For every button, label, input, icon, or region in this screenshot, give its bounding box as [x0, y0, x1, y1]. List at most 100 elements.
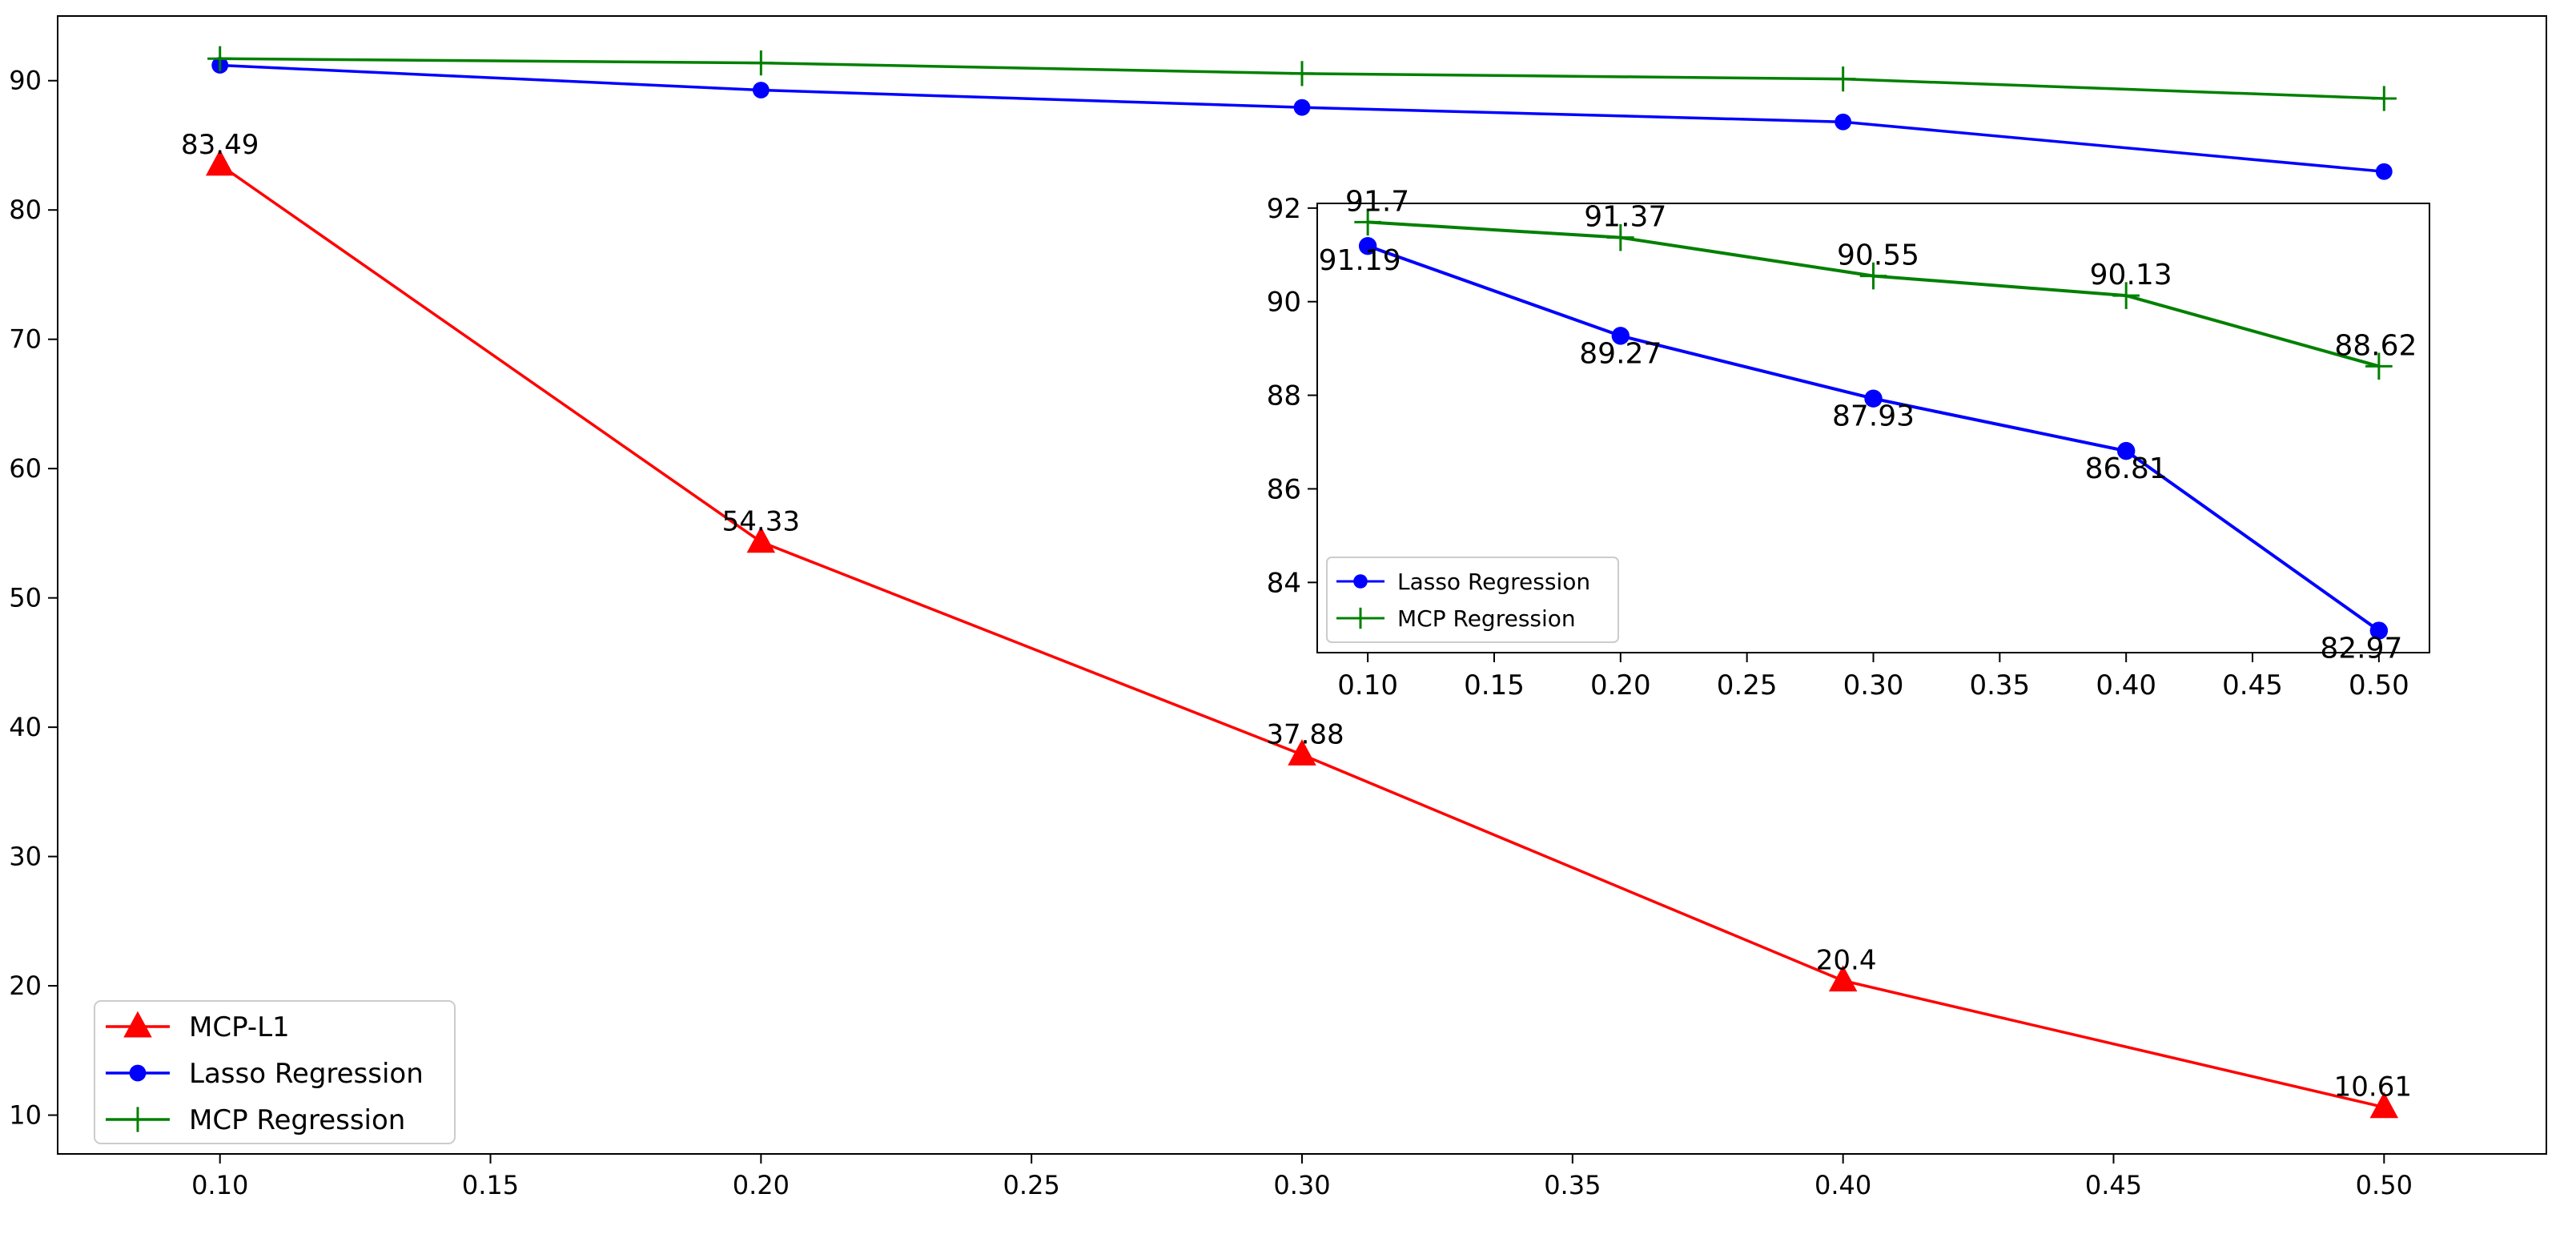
- inset-x-tick-label: 0.40: [2096, 669, 2156, 701]
- data-point-mcp-l1: [1288, 739, 1316, 766]
- inset-data-label: 91.37: [1584, 201, 1666, 234]
- legend-marker-lasso-regression: [129, 1064, 147, 1082]
- inset-x-tick-label: 0.15: [1464, 669, 1525, 701]
- inset-data-label: 90.13: [2090, 259, 2172, 291]
- legend-marker-mcp-l1: [123, 1011, 152, 1038]
- inset-legend-label: MCP Regression: [1397, 605, 1576, 632]
- y-tick-label: 60: [9, 453, 42, 484]
- series-mcp-l1: 83.49 54.33 37.88 20.4 10.61: [181, 129, 2412, 1119]
- y-tick-label: 30: [9, 842, 42, 872]
- inset-y-tick-label: 92: [1267, 193, 1301, 225]
- main-y-ticks: 10 20 30 40 50 60 70 80 90: [9, 66, 58, 1131]
- inset-data-label: 88.62: [2334, 329, 2417, 362]
- main-x-ticks: 0.10 0.15 0.20 0.25 0.30 0.35 0.40 0.45 0.50: [191, 1154, 2413, 1200]
- inset-data-point-lasso-regression: [2369, 621, 2389, 640]
- data-point-mcp-l1: [205, 149, 235, 176]
- x-tick-label: 0.45: [2085, 1170, 2142, 1200]
- inset-data-label: 86.81: [2085, 452, 2168, 485]
- data-point-lasso-regression: [2375, 163, 2393, 180]
- inset-y-tick-label: 88: [1267, 380, 1301, 412]
- x-tick-label: 0.35: [1544, 1170, 1601, 1200]
- y-tick-label: 50: [9, 583, 42, 613]
- legend-label: MCP-L1: [189, 1011, 290, 1043]
- series-mcp-regression: [207, 46, 2397, 111]
- legend-label: Lasso Regression: [189, 1058, 424, 1090]
- inset-x-tick-label: 0.35: [1969, 669, 2030, 701]
- inset-legend-marker-mcp-regression: [1349, 607, 1372, 629]
- inset-series-mcp-regression: 91.7 91.37 90.55 90.13 88.62: [1345, 185, 2417, 380]
- data-label: 10.61: [2334, 1071, 2412, 1103]
- inset-y-tick-label: 84: [1267, 567, 1301, 599]
- y-tick-label: 70: [9, 324, 42, 355]
- inset-x-tick-label: 0.45: [2222, 669, 2283, 701]
- inset-x-tick-label: 0.10: [1337, 669, 1398, 701]
- data-label: 20.4: [1816, 945, 1877, 977]
- data-point-mcp-regression: [1289, 61, 1315, 86]
- inset-legend-frame: [1326, 557, 1619, 643]
- inset-data-point-lasso-regression: [1358, 236, 1377, 255]
- inset-plot: 0.10 0.15 0.20 0.25 0.30 0.35 0.40 0.45 0.50 84 86…: [1267, 185, 2430, 701]
- data-point-mcp-l1: [2369, 1091, 2399, 1119]
- data-point-mcp-regression: [207, 46, 233, 71]
- x-tick-label: 0.10: [191, 1170, 248, 1200]
- x-tick-label: 0.50: [2356, 1170, 2413, 1200]
- legend-item-lasso-regression: Lasso Regression: [106, 1058, 424, 1090]
- data-point-mcp-l1: [1828, 965, 1858, 992]
- inset-data-point-lasso-regression: [2116, 441, 2136, 460]
- data-point-lasso-regression: [752, 82, 770, 98]
- inset-legend-item-mcp-regression: MCP Regression: [1336, 605, 1576, 632]
- inset-legend-item-lasso-regression: Lasso Regression: [1336, 569, 1590, 595]
- inset-x-tick-label: 0.20: [1590, 669, 1651, 701]
- legend-item-mcp-regression: MCP Regression: [106, 1104, 405, 1136]
- inset-data-label: 82.97: [2320, 633, 2402, 665]
- legend-item-mcp-l1: MCP-L1: [106, 1011, 290, 1043]
- data-point-mcp-regression: [1831, 66, 1856, 92]
- data-label: 54.33: [722, 506, 800, 538]
- inset-data-label: 91.19: [1319, 244, 1401, 277]
- x-tick-label: 0.20: [733, 1170, 790, 1200]
- inset-x-tick-label: 0.30: [1843, 669, 1904, 701]
- main-plot: 0.10 0.15 0.20 0.25 0.30 0.35 0.40 0.45 0.50 10 20…: [9, 15, 2547, 1200]
- x-tick-label: 0.25: [1003, 1170, 1060, 1200]
- y-tick-label: 90: [9, 66, 42, 96]
- y-tick-label: 80: [9, 195, 42, 225]
- inset-data-point-mcp-regression: [1859, 262, 1887, 290]
- legend-label: MCP Regression: [189, 1104, 405, 1136]
- inset-data-label: 90.55: [1837, 239, 1919, 272]
- inset-data-point-mcp-regression: [2112, 282, 2140, 309]
- inset-x-tick-label: 0.25: [1717, 669, 1778, 701]
- data-point-mcp-l1: [746, 526, 776, 553]
- main-legend: MCP-L1 Lasso Regression MCP Regression: [94, 1000, 456, 1144]
- y-tick-label: 40: [9, 712, 42, 742]
- inset-data-label: 91.7: [1345, 185, 1409, 218]
- inset-y-tick-label: 86: [1267, 473, 1301, 505]
- inset-x-tick-label: 0.50: [2349, 669, 2409, 701]
- x-tick-label: 0.30: [1273, 1170, 1330, 1200]
- inset-data-point-mcp-regression: [1354, 208, 1381, 236]
- inset-y-tick-label: 90: [1267, 287, 1301, 319]
- y-tick-label: 10: [9, 1100, 42, 1131]
- y-tick-label: 20: [9, 971, 42, 1001]
- main-legend-frame: [94, 1000, 456, 1144]
- inset-data-point-lasso-regression: [1611, 327, 1630, 345]
- inset-y-ticks: 84 86 88 90 92: [1267, 193, 1317, 599]
- data-point-mcp-regression: [2371, 86, 2397, 111]
- inset-legend-marker-lasso-regression: [1353, 574, 1368, 589]
- inset-legend: Lasso Regression MCP Regression: [1326, 557, 1619, 643]
- inset-data-point-lasso-regression: [1864, 389, 1883, 408]
- data-point-lasso-regression: [1293, 98, 1311, 116]
- inset-series-lasso-regression: 91.19 89.27 87.93 86.81 82.97: [1319, 236, 2402, 665]
- inset-data-label: 87.93: [1832, 400, 1915, 433]
- data-point-lasso-regression: [1835, 113, 1852, 131]
- inset-data-point-mcp-regression: [2365, 352, 2393, 380]
- inset-data-point-mcp-regression: [1607, 223, 1634, 251]
- data-label: 37.88: [1266, 718, 1344, 750]
- inset-x-ticks: 0.10 0.15 0.20 0.25 0.30 0.35 0.40 0.45 0.50: [1337, 653, 2409, 701]
- inset-legend-label: Lasso Regression: [1397, 569, 1590, 595]
- legend-marker-mcp-regression: [125, 1107, 151, 1132]
- x-tick-label: 0.40: [1814, 1170, 1871, 1200]
- data-label: 83.49: [181, 129, 259, 161]
- data-point-mcp-regression: [748, 50, 774, 76]
